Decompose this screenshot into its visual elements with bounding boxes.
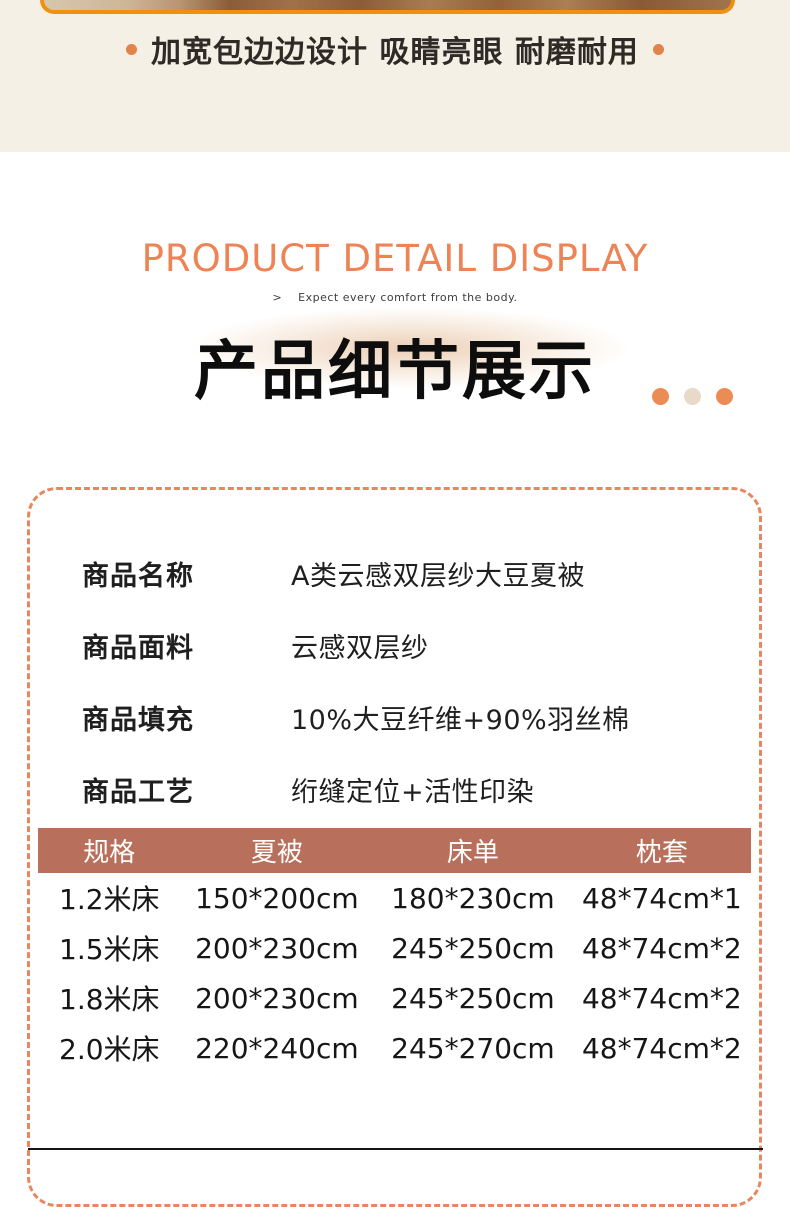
column-header: 枕套 xyxy=(635,838,688,868)
table-cell: 150*200cm xyxy=(195,881,359,915)
table-cell: 1.8米床 xyxy=(59,983,160,1016)
info-row-name: 商品名称 A类云感双层纱大豆夏被 xyxy=(82,554,729,593)
hero-headline-row: 加宽包边边设计 吸睛亮眼 耐磨耐用 xyxy=(0,28,790,70)
section-title-chinese: 产品细节展示 xyxy=(194,335,596,409)
table-cell: 220*240cm xyxy=(195,1031,359,1065)
info-value: 云感双层纱 xyxy=(291,633,429,664)
info-label: 商品填充 xyxy=(82,705,194,736)
table-row: 1.8米床 200*230cm 245*250cm 48*74cm*2 xyxy=(38,973,751,1023)
info-label: 商品面料 xyxy=(82,633,194,664)
info-row-filling: 商品填充 10%大豆纤维+90%羽丝棉 xyxy=(82,698,729,737)
info-value: 10%大豆纤维+90%羽丝棉 xyxy=(291,705,630,736)
table-cell: 180*230cm xyxy=(391,881,555,915)
table-cell: 200*230cm xyxy=(195,931,359,965)
column-header: 床单 xyxy=(446,838,499,868)
table-cell: 48*74cm*1 xyxy=(581,881,742,915)
table-cell: 1.5米床 xyxy=(59,933,160,966)
table-cell: 245*270cm xyxy=(391,1031,555,1065)
info-label: 商品工艺 xyxy=(82,777,194,808)
table-row: 1.2米床 150*200cm 180*230cm 48*74cm*1 xyxy=(38,873,751,923)
table-cell: 1.2米床 xyxy=(59,883,160,916)
table-row: 2.0米床 220*240cm 245*270cm 48*74cm*2 xyxy=(38,1023,751,1073)
product-detail-card: 商品名称 A类云感双层纱大豆夏被 商品面料 云感双层纱 商品填充 10%大豆纤维… xyxy=(27,487,762,1207)
table-cell: 245*250cm xyxy=(391,981,555,1015)
table-cell: 2.0米床 xyxy=(59,1033,160,1066)
hero-product-photo xyxy=(40,0,735,14)
info-row-craft: 商品工艺 绗缝定位+活性印染 xyxy=(82,770,729,809)
table-cell: 200*230cm xyxy=(195,981,359,1015)
next-section-divider xyxy=(28,1148,763,1150)
column-header: 夏被 xyxy=(250,838,303,868)
table-cell: 48*74cm*2 xyxy=(581,981,742,1015)
table-cell: 48*74cm*2 xyxy=(581,931,742,965)
section-title-english: PRODUCT DETAIL DISPLAY xyxy=(141,237,649,280)
size-table: 规格 夏被 床单 枕套 1.2米床 150*200cm 180*230cm 48… xyxy=(38,828,751,1073)
title-glow-decoration xyxy=(128,296,692,400)
bullet-dot-icon xyxy=(126,43,138,55)
product-info-list: 商品名称 A类云感双层纱大豆夏被 商品面料 云感双层纱 商品填充 10%大豆纤维… xyxy=(82,554,729,842)
bullet-dot-icon xyxy=(652,43,664,55)
top-cream-band xyxy=(0,0,790,152)
decoration-dot-icon xyxy=(684,388,701,405)
decoration-dot-icon xyxy=(716,388,733,405)
info-value: 绗缝定位+活性印染 xyxy=(291,777,535,808)
table-cell: 48*74cm*2 xyxy=(581,1031,742,1065)
title-decoration-dots xyxy=(652,388,733,405)
column-header: 规格 xyxy=(83,838,136,868)
table-cell: 245*250cm xyxy=(391,931,555,965)
hero-headline: 加宽包边边设计 吸睛亮眼 耐磨耐用 xyxy=(151,35,639,70)
info-label: 商品名称 xyxy=(82,561,194,592)
size-table-header: 规格 夏被 床单 枕套 xyxy=(38,828,751,873)
table-row: 1.5米床 200*230cm 245*250cm 48*74cm*2 xyxy=(38,923,751,973)
info-value: A类云感双层纱大豆夏被 xyxy=(291,561,585,592)
info-row-fabric: 商品面料 云感双层纱 xyxy=(82,626,729,665)
decoration-dot-icon xyxy=(652,388,669,405)
